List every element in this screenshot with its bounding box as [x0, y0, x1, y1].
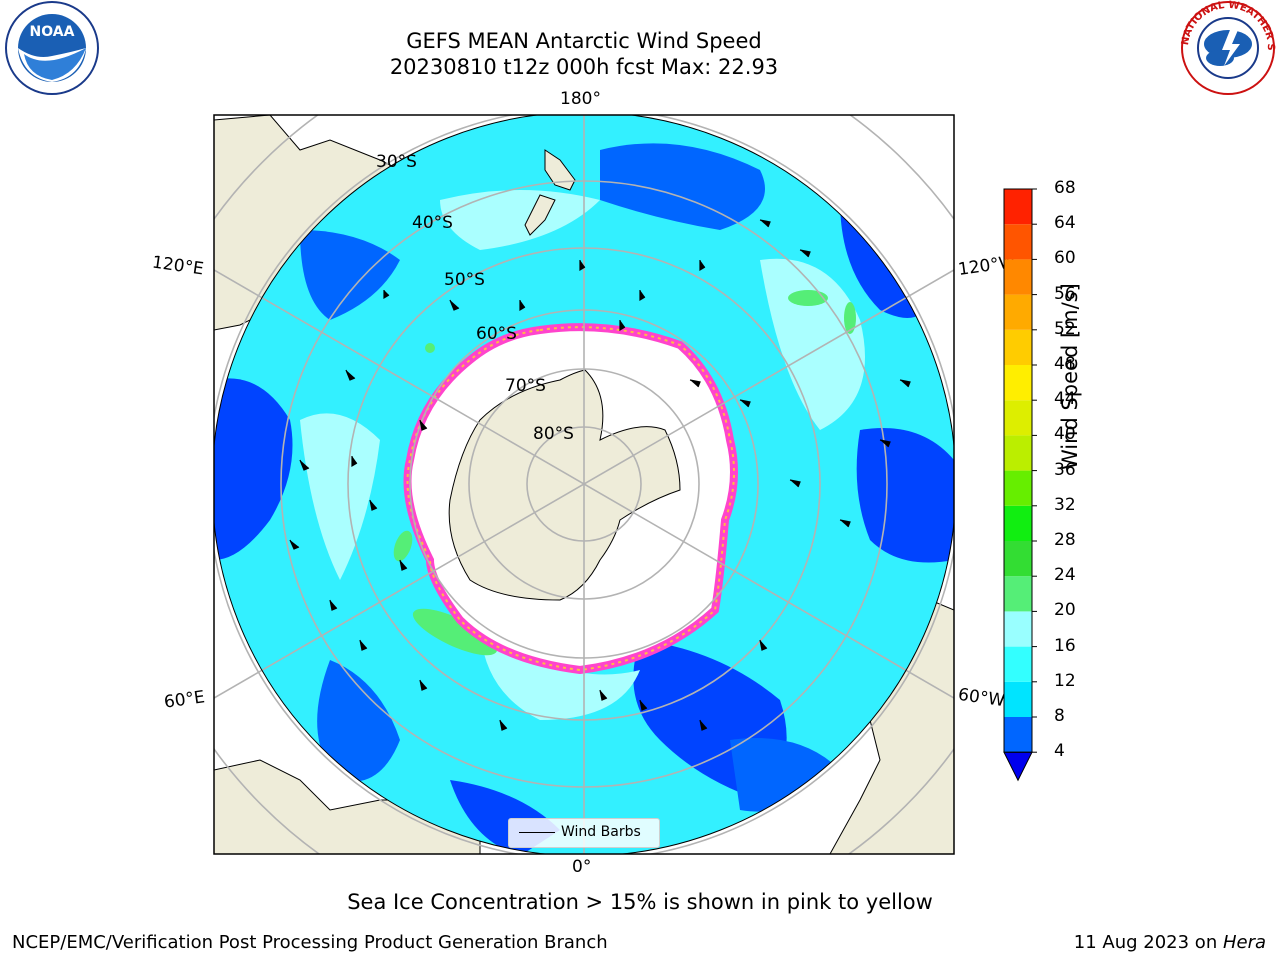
- colorbar-segment: [1004, 329, 1032, 365]
- date-text: 11 Aug 2023 on: [1073, 932, 1223, 953]
- colorbar-tick-label: 44: [1054, 389, 1076, 410]
- colorbar-segment: [1004, 470, 1032, 506]
- figure-subtitle: 20230810 t12z 000h fcst Max: 22.93: [389, 55, 779, 79]
- colorbar-tick-label: 16: [1054, 635, 1076, 656]
- colorbar-segment: [1004, 294, 1032, 330]
- wind-barb-legend-label: Wind Barbs: [561, 824, 641, 840]
- map-legend: Wind Barbs: [508, 818, 660, 848]
- colorbar-segment: [1004, 435, 1032, 471]
- colorbar-tick-label: 32: [1054, 494, 1076, 515]
- colorbar-segment: [1004, 224, 1032, 260]
- map-frame: [213, 114, 955, 855]
- sea-ice-caption: Sea Ice Concentration > 15% is shown in …: [347, 890, 933, 914]
- colorbar-tick-label: 36: [1054, 459, 1076, 480]
- colorbar-label: Wind Speed [m/s]: [1058, 283, 1082, 470]
- antarctica-land: [448, 369, 681, 601]
- lat-label-80s: 80°S: [533, 424, 574, 444]
- colorbar-tick-label: 48: [1054, 354, 1076, 374]
- colorbar-tick-label: 40: [1054, 424, 1076, 445]
- colorbar-tick-label: 64: [1054, 213, 1076, 234]
- machine-name: Hera: [1222, 932, 1266, 953]
- colorbar-segment: [1004, 541, 1032, 577]
- graticule: [214, 115, 954, 854]
- colorbar-tick-label: 60: [1054, 248, 1076, 269]
- colorbar-tick-label: 68: [1054, 178, 1076, 198]
- colorbar-segment: [1004, 365, 1032, 401]
- colorbar-extend-arrow: [1003, 751, 1033, 782]
- colorbar-segment: [1004, 611, 1032, 647]
- lat-label-30s: 30°S: [376, 152, 417, 172]
- figure-title: GEFS MEAN Antarctic Wind Speed: [406, 29, 762, 53]
- colorbar: [1003, 188, 1037, 782]
- noaa-logo: NOAA: [5, 1, 99, 95]
- date-caption: 11 Aug 2023 on Hera: [1074, 932, 1266, 953]
- noaa-logo-text: NOAA: [30, 24, 75, 40]
- colorbar-tick-label: 12: [1054, 670, 1076, 691]
- colorbar-tick-label: 20: [1054, 600, 1076, 621]
- lat-label-50s: 50°S: [444, 270, 485, 290]
- national-weather-service-logo: NATIONAL WEATHER SERVICE: [1178, 0, 1276, 95]
- lon-label-180: 180°: [560, 89, 601, 109]
- colorbar-tick-label: 28: [1054, 530, 1076, 550]
- colorbar-segment: [1004, 505, 1032, 541]
- colorbar-tick-label: 52: [1054, 318, 1076, 339]
- wind-barbs: [289, 219, 911, 731]
- colorbar-segment: [1004, 259, 1032, 295]
- colorbar-tick-label: 24: [1054, 565, 1076, 586]
- colorbar-segment: [1004, 189, 1032, 225]
- producer-caption: NCEP/EMC/Verification Post Processing Pr…: [12, 932, 608, 953]
- colorbar-tick-label: 56: [1054, 283, 1076, 304]
- colorbar-segment: [1004, 681, 1032, 717]
- lat-label-70s: 70°S: [505, 376, 546, 396]
- colorbar-segment: [1004, 646, 1032, 682]
- colorbar-tick-label: 4: [1054, 741, 1065, 762]
- new-zealand-land: [544, 149, 576, 191]
- wind-barb-legend-line: [519, 832, 555, 833]
- colorbar-segment: [1004, 717, 1032, 753]
- colorbar-segment: [1004, 576, 1032, 612]
- lat-label-60s: 60°S: [476, 324, 517, 344]
- colorbar-segment: [1004, 400, 1032, 436]
- lon-label-0: 0°: [572, 857, 592, 877]
- lat-label-40s: 40°S: [412, 213, 453, 233]
- colorbar-tick-label: 8: [1054, 706, 1065, 726]
